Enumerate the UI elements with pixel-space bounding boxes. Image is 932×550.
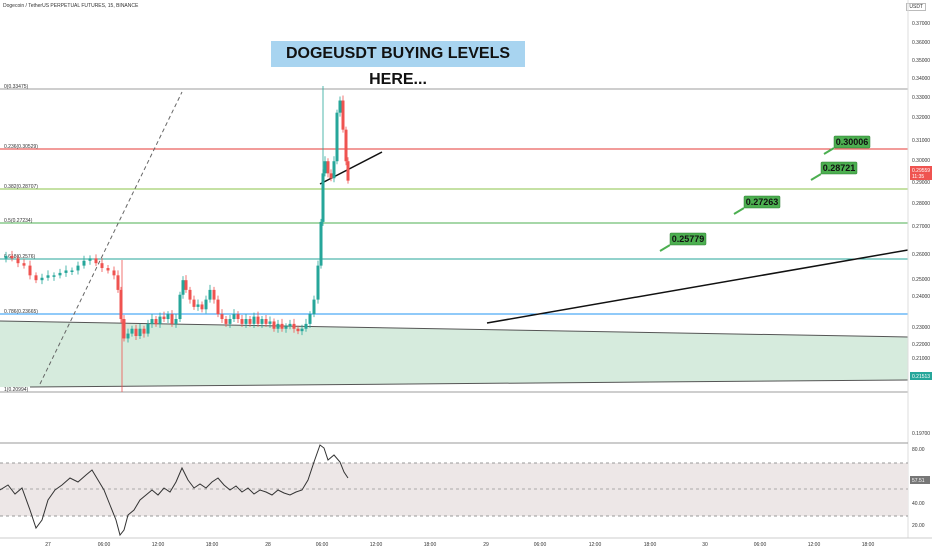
time-tick-8: 29 — [483, 542, 489, 548]
price-tick-7: 0.30000 — [912, 158, 930, 164]
price-tick-9: 0.28000 — [912, 201, 930, 207]
price-tick-4: 0.33000 — [912, 95, 930, 101]
fib-label-3: 0.5(0.27234) — [4, 218, 33, 224]
price-axis[interactable]: 0.37000 0.36000 0.35000 0.34000 0.33000 0.320… — [908, 0, 932, 538]
fib-label-2: 0.382(0.28707) — [4, 184, 38, 190]
price-countdown: 11:35 — [912, 174, 924, 180]
target-labels[interactable]: 0.30006 0.28721 0.27263 0.25779 — [660, 136, 870, 251]
fib-label-4: 0.618(0.2576) — [4, 254, 35, 260]
price-tick-1: 0.36000 — [912, 40, 930, 46]
target-label-2[interactable]: 0.27263 — [734, 196, 780, 214]
fib-label-5: 0.786(0.23665) — [4, 309, 38, 315]
headline-banner: DOGEUSDT BUYING LEVELS HERE... — [271, 41, 525, 67]
price-tick-10: 0.27000 — [912, 224, 930, 230]
support-price-label: 0.21513 — [912, 374, 930, 380]
price-tick-14: 0.23000 — [912, 325, 930, 331]
target-label-3[interactable]: 0.25779 — [660, 233, 706, 251]
price-tick-12: 0.25000 — [912, 277, 930, 283]
price-tick-15: 0.22000 — [912, 342, 930, 348]
time-tick-3: 18:00 — [206, 542, 219, 548]
target-value-1: 0.28721 — [823, 163, 856, 173]
target-value-3: 0.25779 — [672, 234, 705, 244]
rsi-value: 57.51 — [912, 478, 925, 484]
price-tick-16: 0.21000 — [912, 356, 930, 362]
time-tick-9: 06:00 — [534, 542, 547, 548]
price-tick-3: 0.34000 — [912, 76, 930, 82]
target-label-1[interactable]: 0.28721 — [811, 162, 857, 180]
time-tick-10: 12:00 — [589, 542, 602, 548]
rsi-axis: 80.00 40.00 20.00 57.51 — [910, 447, 930, 529]
time-tick-7: 18:00 — [424, 542, 437, 548]
rsi-band — [0, 463, 908, 516]
rising-trend-line[interactable] — [487, 250, 908, 323]
time-tick-14: 12:00 — [808, 542, 821, 548]
time-tick-4: 28 — [265, 542, 271, 548]
price-tick-18: 0.19700 — [912, 431, 930, 437]
price-tick-13: 0.24000 — [912, 294, 930, 300]
price-tick-6: 0.31000 — [912, 138, 930, 144]
rsi-tick-2: 20.00 — [912, 523, 925, 529]
target-value-0: 0.30006 — [836, 137, 869, 147]
time-tick-11: 18:00 — [644, 542, 657, 548]
time-axis[interactable]: 27 06:00 12:00 18:00 28 06:00 12:00 18:00 29 06:0… — [45, 542, 874, 548]
rsi-tick-1: 40.00 — [912, 501, 925, 507]
time-tick-6: 12:00 — [370, 542, 383, 548]
target-value-2: 0.27263 — [746, 197, 779, 207]
time-tick-13: 06:00 — [754, 542, 767, 548]
price-tick-0: 0.37000 — [912, 21, 930, 27]
time-tick-0: 27 — [45, 542, 51, 548]
price-tick-11: 0.26000 — [912, 252, 930, 258]
price-tick-5: 0.32000 — [912, 115, 930, 121]
time-tick-12: 30 — [702, 542, 708, 548]
time-tick-5: 06:00 — [316, 542, 329, 548]
rsi-tick-0: 80.00 — [912, 447, 925, 453]
price-tick-2: 0.35000 — [912, 58, 930, 64]
time-tick-1: 06:00 — [98, 542, 111, 548]
price-tick-8: 0.29000 — [912, 180, 930, 186]
fib-label-0: 0(0.33475) — [4, 84, 29, 90]
time-tick-2: 12:00 — [152, 542, 165, 548]
target-label-0[interactable]: 0.30006 — [824, 136, 870, 154]
fib-label-1: 0.236(0.30529) — [4, 144, 38, 150]
fib-label-6: 1(0.20994) — [4, 387, 29, 393]
time-tick-15: 18:00 — [862, 542, 875, 548]
